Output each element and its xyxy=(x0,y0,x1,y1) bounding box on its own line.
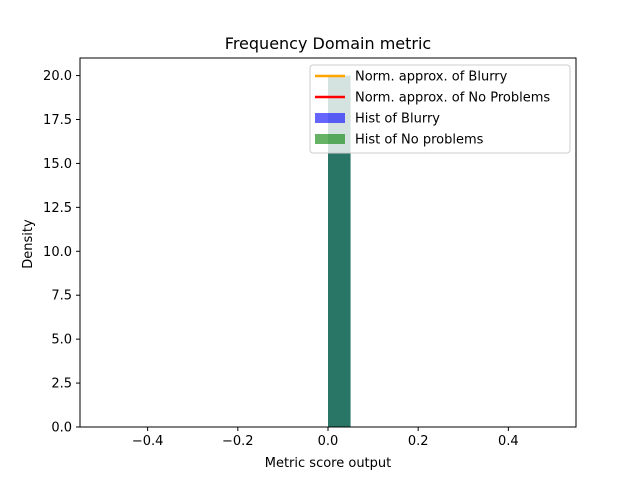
x-tick-label: 0.0 xyxy=(318,434,339,449)
hist-bar-series-3-bin-0 xyxy=(328,75,351,428)
y-tick-label: 2.5 xyxy=(51,377,72,392)
chart-title: Frequency Domain metric xyxy=(225,34,431,53)
y-tick-label: 15.0 xyxy=(43,157,72,172)
y-tick-label: 20.0 xyxy=(43,69,72,84)
y-axis-label: Density xyxy=(21,219,36,269)
x-tick-label: 0.2 xyxy=(408,434,429,449)
legend-patch-swatch xyxy=(315,134,345,144)
y-tick-label: 17.5 xyxy=(43,113,72,128)
histogram-bars xyxy=(328,75,351,428)
x-tick-label: −0.4 xyxy=(132,434,164,449)
legend-label: Hist of No problems xyxy=(355,133,484,148)
x-axis-ticks: −0.4 −0.2 0.0 0.2 0.4 xyxy=(132,427,519,449)
y-tick-label: 7.5 xyxy=(51,289,72,304)
y-tick-label: 5.0 xyxy=(51,333,72,348)
legend-label: Norm. approx. of No Problems xyxy=(355,91,550,106)
y-axis-ticks: 0.0 2.5 5.0 7.5 10.0 12.5 15.0 17.5 20.0 xyxy=(43,69,80,436)
plot-frame xyxy=(79,57,577,428)
y-tick-label: 12.5 xyxy=(43,201,72,216)
x-axis-label: Metric score output xyxy=(265,456,392,471)
legend-label: Hist of Blurry xyxy=(355,112,440,127)
legend: Norm. approx. of Blurry Norm. approx. of … xyxy=(309,64,571,154)
legend-label: Norm. approx. of Blurry xyxy=(355,70,508,85)
legend-box xyxy=(309,64,571,154)
legend-patch-swatch xyxy=(315,113,345,123)
y-tick-label: 10.0 xyxy=(43,245,72,260)
x-tick-label: 0.4 xyxy=(498,434,519,449)
x-tick-label: −0.2 xyxy=(222,434,254,449)
y-tick-label: 0.0 xyxy=(51,421,72,436)
